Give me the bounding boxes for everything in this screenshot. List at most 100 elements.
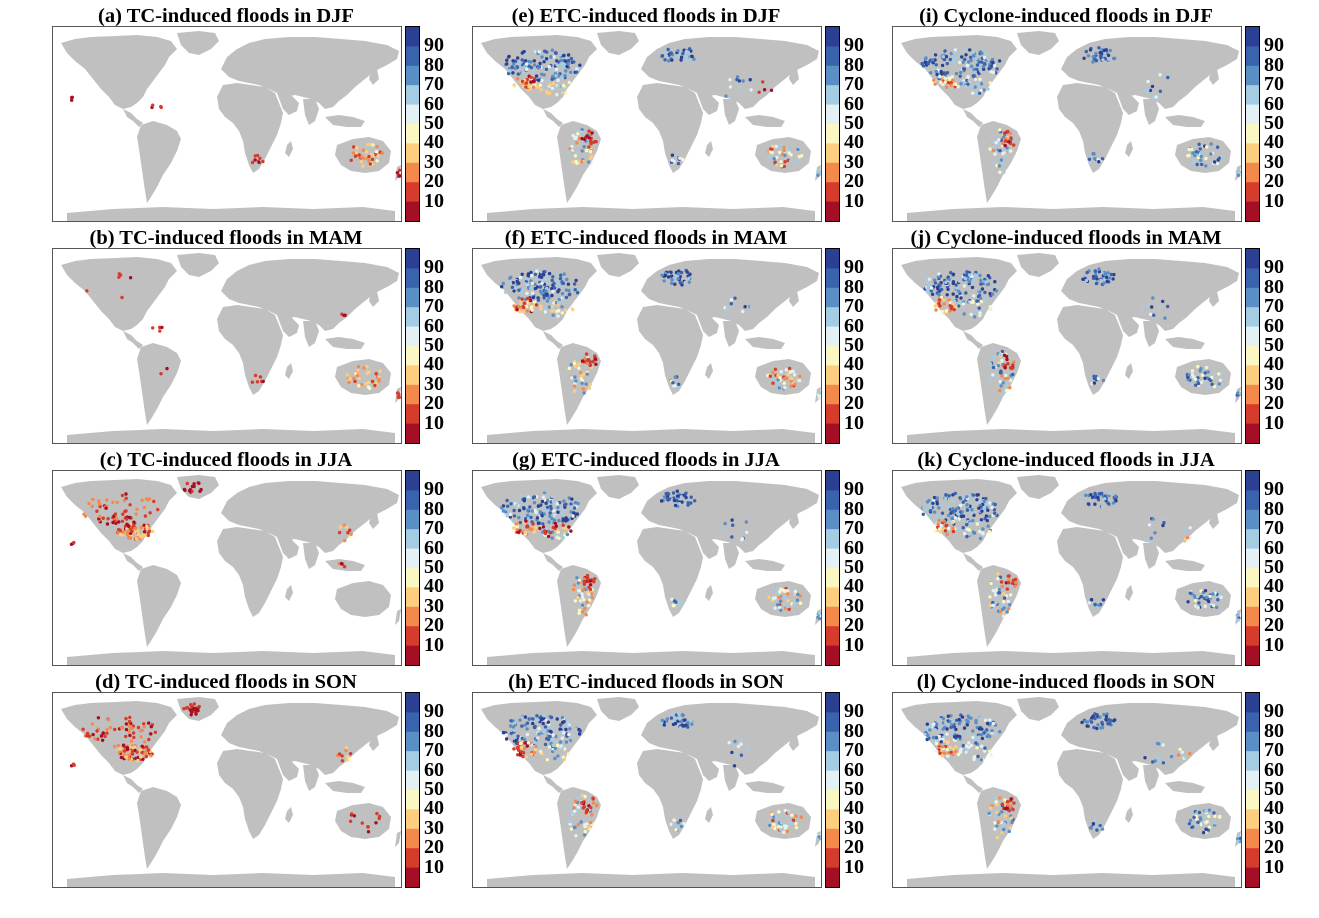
flood-station-point	[952, 307, 956, 312]
colorbar-tick-label: 70	[424, 739, 444, 762]
flood-station-point	[951, 720, 955, 724]
colorbar-tick-label: 40	[424, 575, 444, 598]
flood-station-point	[87, 734, 92, 738]
flood-station-point	[158, 329, 162, 333]
flood-station-point	[550, 750, 555, 754]
flood-station-point	[590, 596, 594, 600]
colorbar-segment	[406, 249, 419, 269]
flood-station-point	[935, 285, 940, 290]
flood-station-point	[774, 144, 778, 149]
flood-station-point	[550, 738, 554, 742]
flood-station-point	[573, 599, 577, 603]
flood-station-point	[683, 502, 687, 507]
flood-station-point	[993, 827, 997, 831]
colorbar-segment	[406, 606, 419, 627]
flood-station-point	[685, 270, 689, 274]
flood-station-point	[947, 740, 951, 744]
flood-station-point	[1091, 822, 1096, 826]
flood-station-point	[572, 587, 576, 592]
flood-station-point	[1154, 95, 1158, 99]
colorbar-segment	[406, 693, 419, 713]
flood-station-point	[990, 505, 994, 510]
flood-station-point	[352, 814, 357, 818]
flood-station-point	[105, 731, 109, 735]
flood-station-point	[976, 302, 980, 306]
flood-station-point	[370, 379, 375, 384]
flood-station-point	[999, 609, 1003, 614]
flood-station-point	[582, 598, 586, 602]
flood-station-point	[1091, 60, 1095, 64]
flood-station-point	[980, 736, 985, 741]
landmass	[907, 207, 1235, 221]
flood-station-point	[1006, 803, 1010, 807]
flood-station-point	[543, 742, 548, 747]
flood-station-point	[1091, 276, 1096, 281]
flood-station-point	[968, 493, 973, 497]
flood-station-point	[994, 140, 998, 145]
flood-station-point	[1199, 380, 1204, 385]
flood-station-point	[1111, 277, 1115, 281]
flood-station-point	[1000, 374, 1004, 378]
colorbar	[825, 692, 840, 888]
flood-station-point	[184, 706, 189, 710]
flood-station-point	[1185, 536, 1190, 540]
flood-station-point	[1097, 269, 1102, 274]
flood-station-point	[569, 305, 573, 309]
flood-station-point	[1239, 392, 1241, 396]
flood-station-point	[593, 357, 598, 361]
flood-station-point	[525, 732, 530, 737]
colorbar-tick-label: 20	[424, 170, 444, 193]
flood-station-point	[537, 50, 541, 54]
colorbar-tick-label: 40	[1264, 575, 1284, 598]
flood-station-point	[998, 796, 1002, 800]
colorbar-segment	[1246, 828, 1259, 849]
flood-station-point	[1005, 146, 1009, 150]
flood-station-point	[562, 83, 566, 88]
flood-station-point	[981, 532, 985, 536]
colorbar-tick-label: 70	[1264, 739, 1284, 762]
flood-station-point	[773, 160, 777, 164]
flood-station-point	[767, 595, 771, 599]
colorbar-segment	[1246, 606, 1259, 627]
flood-station-point	[660, 54, 664, 58]
flood-station-point	[103, 734, 107, 739]
map-panel-b: (b) TC-induced floods in MAM 90 80 70 60 50 40…	[40, 226, 460, 444]
flood-station-point	[1093, 716, 1097, 721]
landmass	[641, 259, 819, 331]
flood-station-point	[548, 83, 552, 87]
colorbar	[1245, 692, 1260, 888]
flood-station-point	[127, 757, 132, 761]
flood-station-point	[581, 387, 586, 391]
flood-station-point	[550, 536, 554, 540]
flood-station-point	[1009, 804, 1013, 808]
flood-station-point	[508, 281, 513, 285]
flood-station-point	[548, 511, 552, 515]
flood-station-point	[674, 828, 678, 832]
flood-station-point	[517, 515, 521, 520]
flood-station-point	[791, 369, 795, 374]
flood-station-point	[988, 604, 993, 608]
flood-station-point	[670, 281, 674, 285]
flood-station-point	[532, 751, 536, 755]
flood-station-point	[357, 376, 361, 381]
colorbar-segment	[406, 346, 419, 366]
colorbar-tick-label: 10	[844, 189, 864, 212]
flood-station-point	[557, 288, 561, 292]
flood-station-point	[573, 288, 577, 292]
flood-station-point	[672, 384, 676, 388]
colorbar	[1245, 470, 1260, 666]
flood-station-point	[348, 752, 353, 756]
landmass	[217, 305, 283, 395]
flood-station-point	[687, 47, 692, 51]
flood-station-point	[1236, 618, 1240, 622]
flood-station-point	[978, 521, 982, 525]
colorbar-segment	[826, 509, 839, 530]
flood-station-point	[1217, 156, 1221, 160]
flood-station-point	[1219, 595, 1223, 599]
panel-title: (c) TC-induced floods in JJA	[99, 449, 353, 471]
flood-station-point	[783, 160, 787, 164]
flood-station-point	[1095, 828, 1099, 832]
flood-station-point	[972, 315, 977, 319]
flood-station-point	[951, 529, 956, 534]
flood-station-point	[567, 288, 571, 293]
